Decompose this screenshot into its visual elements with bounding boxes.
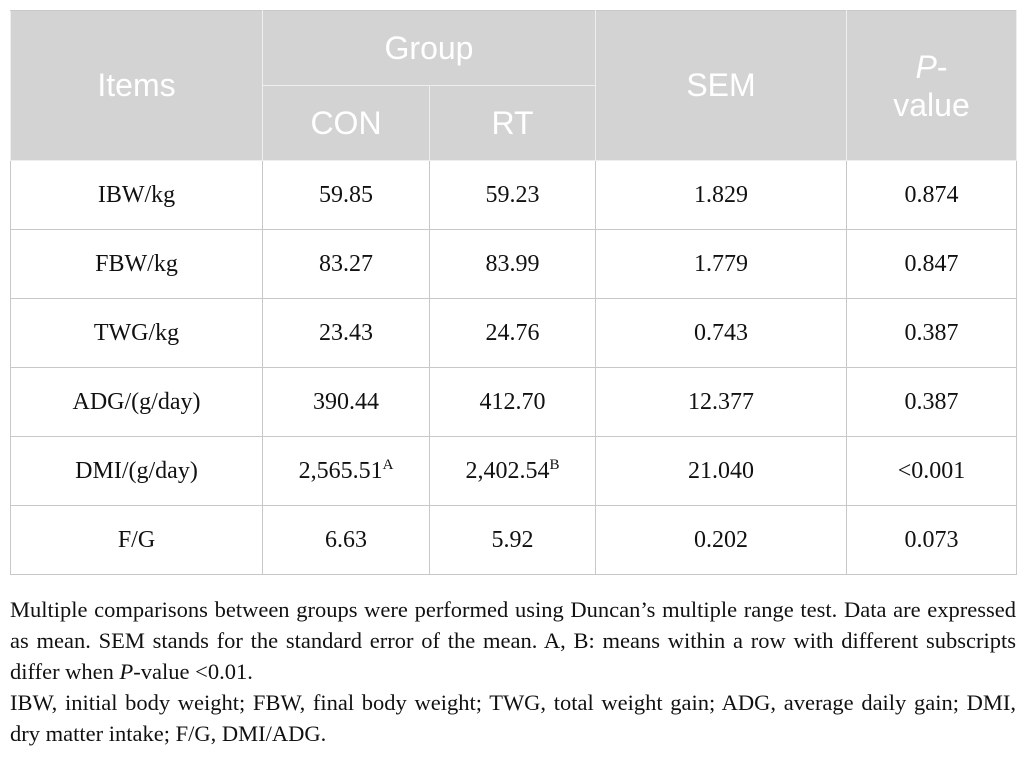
table-cell: 412.70 (429, 367, 596, 437)
table-row: IBW/kg 59.85 59.23 1.829 0.874 (10, 160, 1017, 230)
table-cell: FBW/kg (10, 229, 263, 299)
table-cell: 1.829 (595, 160, 847, 230)
table-cell: IBW/kg (10, 160, 263, 230)
table-row: TWG/kg 23.43 24.76 0.743 0.387 (10, 298, 1017, 368)
table-cell: 83.27 (262, 229, 430, 299)
table-cell: 59.23 (429, 160, 596, 230)
footnote: Multiple comparisons between groups were… (10, 594, 1016, 687)
table-cell: 0.847 (846, 229, 1017, 299)
table-cell: 1.779 (595, 229, 847, 299)
table-cell: 0.743 (595, 298, 847, 368)
table-cell: 59.85 (262, 160, 430, 230)
footnote-text: Multiple comparisons between groups were… (10, 597, 1016, 684)
table-cell: 0.387 (846, 367, 1017, 437)
data-table: Items Group SEM P-value CON RT IBW/kg 59.… (10, 10, 1017, 575)
table-cell: ADG/(g/day) (10, 367, 263, 437)
table-cell: 21.040 (595, 436, 847, 506)
footnote-text: P (119, 659, 134, 684)
table-cell: 12.377 (595, 367, 847, 437)
table-cell: 0.874 (846, 160, 1017, 230)
footnote: IBW, initial body weight; FBW, final bod… (10, 687, 1016, 749)
footnote-text: IBW, initial body weight; FBW, final bod… (10, 690, 1016, 746)
header-cell: P-value (846, 10, 1017, 161)
table-cell: 2,402.54B (429, 436, 596, 506)
header-text: -value (893, 48, 970, 123)
table-cell: 0.387 (846, 298, 1017, 368)
cell-superscript: A (382, 457, 394, 473)
table-cell: 0.073 (846, 505, 1017, 575)
table-cell: F/G (10, 505, 263, 575)
table-row: F/G 6.63 5.92 0.202 0.073 (10, 505, 1017, 575)
table-row: ADG/(g/day) 390.44 412.70 12.377 0.387 (10, 367, 1017, 437)
table-cell: 23.43 (262, 298, 430, 368)
table-cell: <0.001 (846, 436, 1017, 506)
header-cell: Group (262, 10, 596, 86)
table-cell: 5.92 (429, 505, 596, 575)
cell-value: 2,402.54 (465, 458, 550, 484)
table-cell: TWG/kg (10, 298, 263, 368)
header-cell: SEM (595, 10, 847, 161)
table-row: DMI/(g/day) 2,565.51A 2,402.54B 21.040 <0.00… (10, 436, 1017, 506)
table-cell: 2,565.51A (262, 436, 430, 506)
cell-superscript: B (549, 457, 560, 473)
header-cell: Items (10, 10, 263, 161)
footnotes: Multiple comparisons between groups were… (10, 594, 1016, 749)
table-body: IBW/kg 59.85 59.23 1.829 0.874 FBW/kg 83.27 83.… (10, 160, 1017, 575)
cell-value: 2,565.51 (298, 458, 383, 484)
table-cell: 6.63 (262, 505, 430, 575)
header-cell: RT (429, 85, 596, 161)
table-row: FBW/kg 83.27 83.99 1.779 0.847 (10, 229, 1017, 299)
table-cell: 0.202 (595, 505, 847, 575)
table-cell: 24.76 (429, 298, 596, 368)
table-cell: 83.99 (429, 229, 596, 299)
header-text: P (915, 48, 937, 85)
table-cell: 390.44 (262, 367, 430, 437)
footnote-text: -value <0.01. (133, 659, 253, 684)
table-cell: DMI/(g/day) (10, 436, 263, 506)
header-cell: CON (262, 85, 430, 161)
